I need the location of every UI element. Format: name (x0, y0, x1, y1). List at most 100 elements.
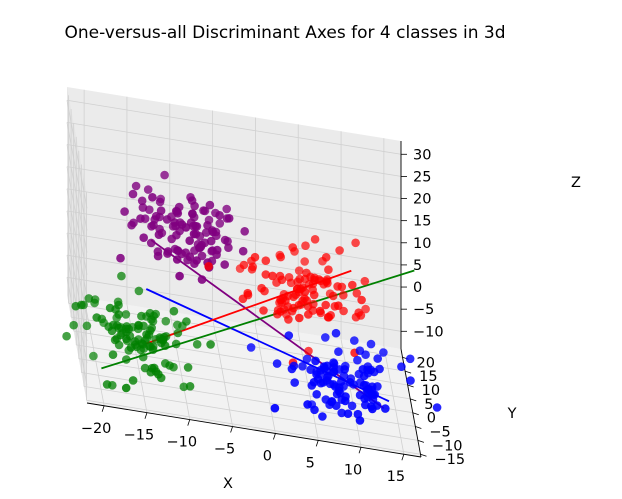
data-point (200, 206, 210, 216)
data-point (405, 354, 415, 364)
x-tick-mark (401, 454, 405, 461)
data-point (153, 247, 163, 256)
data-point (347, 401, 357, 411)
data-point (204, 262, 213, 271)
data-point (205, 200, 215, 210)
data-point (295, 313, 304, 323)
data-point (171, 339, 181, 349)
data-point (302, 296, 312, 305)
y-tick-label: 0 (427, 411, 436, 427)
grid-x-floor (212, 318, 233, 427)
data-point (131, 181, 141, 191)
data-point (318, 256, 327, 266)
z-tick-label: 10 (413, 236, 431, 252)
scatter-points (62, 170, 442, 425)
data-point (161, 359, 170, 368)
data-point (322, 376, 332, 385)
data-point (238, 294, 248, 304)
data-point (300, 257, 310, 266)
data-point (312, 390, 322, 399)
data-point (188, 209, 197, 219)
data-point (352, 289, 362, 298)
data-point (351, 238, 360, 248)
data-point (134, 286, 144, 296)
data-point (360, 276, 370, 286)
data-point (173, 246, 183, 256)
data-point (112, 321, 122, 330)
z-tick-label: −5 (413, 302, 434, 318)
data-point (358, 365, 368, 374)
y-tick-mark (412, 412, 419, 416)
y-tick-label: 5 (424, 397, 433, 413)
y-tick-mark (407, 384, 414, 388)
data-point (281, 296, 290, 306)
data-point (128, 376, 138, 385)
data-point (203, 221, 212, 230)
data-point (185, 236, 194, 245)
grid-z-back (66, 99, 402, 155)
data-point (137, 196, 147, 206)
data-point (114, 300, 123, 310)
data-point (108, 381, 117, 390)
grid-z-side (66, 144, 88, 253)
data-point (327, 397, 336, 407)
data-point (270, 403, 280, 413)
x-axis-label: X (223, 476, 233, 492)
data-point (174, 202, 184, 212)
data-point (432, 403, 442, 412)
x-tick-mark (358, 447, 362, 454)
data-point (126, 343, 136, 352)
grid-z-back (66, 188, 402, 244)
data-point (190, 201, 199, 211)
y-axis-label: Y (507, 406, 517, 422)
data-point (339, 371, 349, 381)
data-point (335, 246, 344, 255)
data-point (379, 348, 388, 357)
z-tick-label: 5 (413, 258, 422, 274)
data-point (312, 370, 321, 379)
x-axis-line (86, 402, 422, 458)
data-point (284, 331, 294, 340)
data-point (175, 271, 184, 281)
data-point (173, 328, 183, 338)
data-point (321, 300, 331, 310)
grid-z-side (66, 188, 88, 297)
y-tick-label: −15 (434, 452, 465, 468)
z-tick-label: −10 (413, 324, 444, 340)
data-point (350, 336, 359, 345)
grid-x-floor (383, 346, 405, 455)
data-point (206, 340, 215, 349)
data-point (147, 222, 156, 231)
data-point (69, 320, 78, 330)
x-tick-mark (273, 433, 276, 440)
data-point (116, 253, 125, 263)
z-tick-label: 20 (413, 192, 431, 208)
data-point (355, 390, 365, 400)
data-point (177, 220, 187, 229)
data-point (197, 275, 207, 284)
data-point (154, 230, 164, 239)
x-tick-label: 5 (306, 455, 315, 471)
x-tick-label: 0 (263, 448, 272, 464)
data-point (322, 366, 331, 376)
grid-x-floor (169, 311, 191, 420)
data-point (195, 232, 205, 241)
x-tick-label: −5 (214, 442, 235, 458)
y-tick-label: 15 (419, 369, 437, 385)
data-point (182, 317, 191, 326)
data-point (367, 382, 377, 392)
data-point (348, 280, 357, 290)
data-point (321, 333, 330, 342)
data-point (84, 294, 94, 303)
x-tick-label: −20 (81, 421, 112, 437)
data-point (117, 271, 126, 281)
data-point (289, 361, 299, 371)
data-point (190, 259, 199, 269)
data-point (381, 404, 390, 413)
z-tick-label: 15 (413, 214, 431, 230)
x-tick-mark (187, 419, 191, 426)
y-tick-label: 10 (422, 383, 440, 399)
data-point (294, 266, 304, 276)
data-point (140, 363, 150, 373)
data-point (339, 290, 348, 300)
